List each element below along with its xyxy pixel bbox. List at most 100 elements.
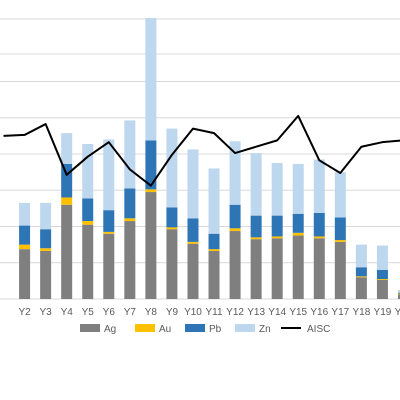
bar-au-y10 xyxy=(187,241,199,244)
bar-zn-y18 xyxy=(355,244,367,268)
x-tick-label: Y16 xyxy=(310,307,328,318)
bar-ag-y15 xyxy=(292,235,304,299)
x-tick-label: Y14 xyxy=(268,307,286,318)
bar-ag-y4 xyxy=(61,204,73,299)
bar-ag-y3 xyxy=(40,250,52,299)
bar-pb-y6 xyxy=(103,210,115,232)
bar-zn-y17 xyxy=(334,172,346,218)
bar-ag-y10 xyxy=(187,243,199,299)
bar-ag-y13 xyxy=(250,239,262,299)
legend-label-ag: Ag xyxy=(104,324,116,335)
bar-zn-y6 xyxy=(103,139,115,211)
legend-label-pb: Pb xyxy=(209,324,222,335)
x-tick-label: Y8 xyxy=(145,307,158,318)
bar-pb-y10 xyxy=(187,218,199,242)
bar-pb-y13 xyxy=(250,215,262,238)
x-tick-label: Y18 xyxy=(352,307,370,318)
bar-au-y15 xyxy=(292,232,304,236)
bar-pb-y15 xyxy=(292,213,304,233)
bar-au-y6 xyxy=(103,231,115,234)
x-tick-label: Y13 xyxy=(247,307,265,318)
bar-zn-y9 xyxy=(166,128,178,208)
bar-au-y2 xyxy=(19,244,31,250)
bar-zn-y3 xyxy=(40,202,52,230)
x-tick-label: Y12 xyxy=(226,307,244,318)
bar-zn-y15 xyxy=(292,163,304,214)
bar-au-y3 xyxy=(40,248,52,251)
legend-label-au: Au xyxy=(159,324,171,335)
bar-pb-y12 xyxy=(229,204,241,229)
x-tick-label: Y3 xyxy=(40,307,53,318)
bar-pb-y20 xyxy=(397,292,400,294)
bar-pb-y5 xyxy=(82,198,94,222)
bar-ag-y6 xyxy=(103,233,115,299)
legend-swatch-ag xyxy=(80,324,100,332)
legend: Ag Au Pb Zn AISC xyxy=(80,324,330,335)
bar-zn-y16 xyxy=(313,159,325,213)
bar-ag-y8 xyxy=(145,192,157,299)
bar-au-y7 xyxy=(124,218,136,222)
bar-zn-y2 xyxy=(19,202,31,226)
bar-zn-y19 xyxy=(376,245,388,270)
bar-pb-y17 xyxy=(334,217,346,241)
bar-ag-y9 xyxy=(166,229,178,299)
bar-pb-y14 xyxy=(271,215,283,237)
bar-zn-y7 xyxy=(124,120,136,189)
bar-au-y4 xyxy=(61,197,73,205)
bar-pb-y2 xyxy=(19,225,31,245)
bar-pb-y4 xyxy=(61,163,73,198)
bar-au-y13 xyxy=(250,237,262,240)
legend-label-aisc: AISC xyxy=(307,324,330,335)
bar-pb-y8 xyxy=(145,140,157,190)
bar-pb-y19 xyxy=(376,269,388,280)
bar-zn-y11 xyxy=(208,168,220,234)
bar-au-y16 xyxy=(313,236,325,239)
x-tick-label: Y10 xyxy=(184,307,202,318)
bar-ag-y14 xyxy=(271,238,283,299)
bar-au-y11 xyxy=(208,249,220,251)
bar-au-y14 xyxy=(271,236,283,239)
bar-zn-y5 xyxy=(82,144,94,199)
bar-ag-y5 xyxy=(82,224,94,299)
bar-zn-y14 xyxy=(271,163,283,216)
bar-zn-y10 xyxy=(187,149,199,219)
bar-ag-y19 xyxy=(376,279,388,299)
legend-swatch-pb xyxy=(185,324,205,332)
bar-au-y12 xyxy=(229,228,241,232)
bar-pb-y18 xyxy=(355,267,367,277)
x-tick-label: Y11 xyxy=(205,307,222,318)
bar-zn-y4 xyxy=(61,133,73,164)
bar-zn-y8 xyxy=(145,18,157,141)
bar-ag-y16 xyxy=(313,238,325,299)
bar-ag-y11 xyxy=(208,250,220,299)
x-tick-label: Y20 xyxy=(395,307,400,318)
bar-zn-y12 xyxy=(229,141,241,205)
x-tick-labels: Y2 Y3 Y4 Y5 Y6 Y7 Y8 Y9 Y10 Y11 Y12 Y13 Y14 Y15 Y16 Y17… xyxy=(18,307,400,318)
bar-zn-y13 xyxy=(250,153,262,216)
bar-au-y9 xyxy=(166,227,178,230)
bars xyxy=(19,18,400,299)
x-tick-label: Y19 xyxy=(374,307,392,318)
bar-au-y17 xyxy=(334,240,346,242)
bar-au-y8 xyxy=(145,189,157,193)
bar-ag-y20 xyxy=(397,294,400,299)
bar-pb-y7 xyxy=(124,188,136,219)
bar-pb-y11 xyxy=(208,233,220,250)
aisc-line xyxy=(3,114,400,187)
x-tick-label: Y15 xyxy=(289,307,307,318)
bar-ag-y2 xyxy=(19,249,31,299)
x-tick-label: Y6 xyxy=(103,307,116,318)
x-tick-label: Y7 xyxy=(124,307,137,318)
bar-ag-y12 xyxy=(229,231,241,299)
x-tick-label: Y5 xyxy=(82,307,95,318)
x-tick-label: Y2 xyxy=(18,307,31,318)
legend-swatch-zn xyxy=(235,324,255,332)
bar-ag-y7 xyxy=(124,221,136,299)
aisc-line-layer xyxy=(3,114,400,187)
bar-pb-y16 xyxy=(313,212,325,237)
legend-label-zn: Zn xyxy=(259,324,271,335)
bar-au-y5 xyxy=(82,221,94,225)
bar-ag-y18 xyxy=(355,277,367,299)
bar-au-y18 xyxy=(355,276,367,278)
